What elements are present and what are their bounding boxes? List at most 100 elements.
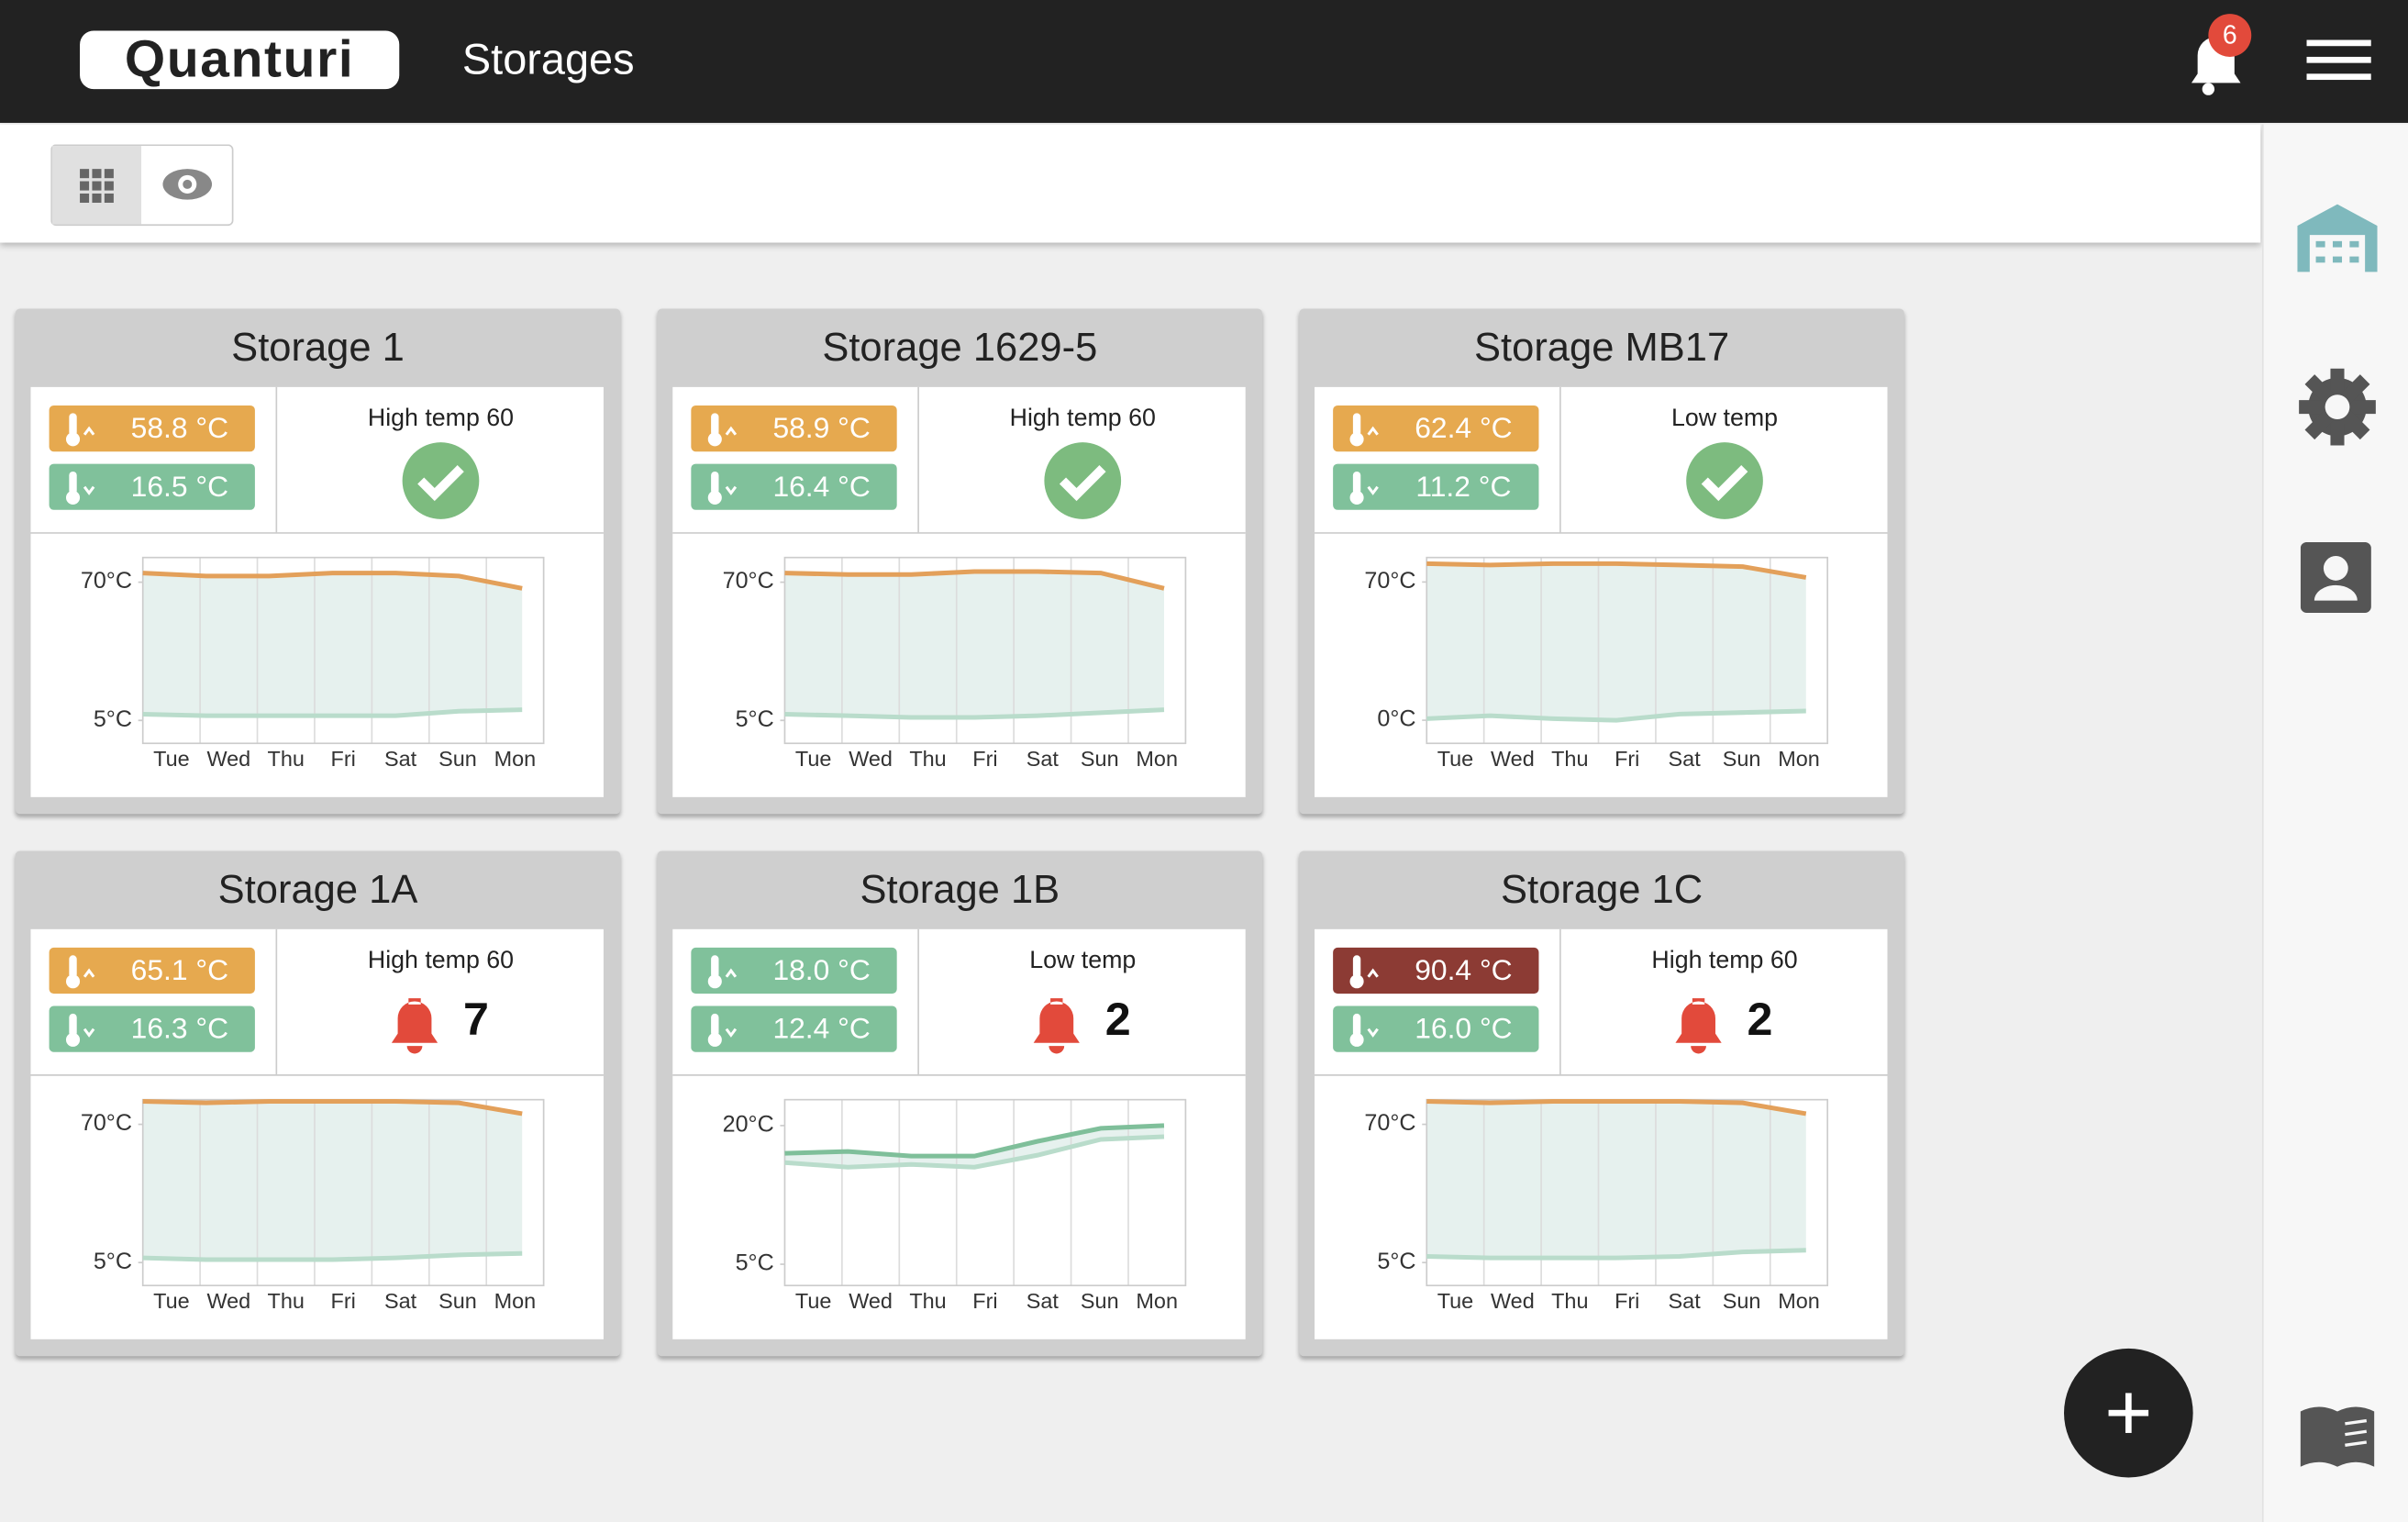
x-tick-label: Fri	[1615, 747, 1639, 771]
x-tick-label: Sat	[384, 747, 417, 771]
temp-line	[784, 707, 1165, 720]
plot-frame	[783, 1098, 1187, 1287]
docs-icon[interactable]	[2297, 1402, 2377, 1470]
x-tick-label: Sun	[1723, 1289, 1761, 1313]
thermo-bulb	[707, 974, 722, 989]
storage-name: Storage 1629-5	[822, 326, 1097, 370]
x-tick-label: Thu	[909, 747, 946, 771]
x-tick-label: Tue	[153, 1289, 190, 1313]
x-tick-label: Sat	[1669, 747, 1702, 771]
y-tick-label: 70°C	[81, 568, 132, 594]
check-mark	[1701, 465, 1748, 502]
thermo-bulb	[707, 1032, 722, 1047]
notification-bell[interactable]: 6	[2173, 9, 2265, 101]
max-temp: 62.4 °C	[1415, 411, 1512, 444]
max-temp: 90.4 °C	[1415, 953, 1512, 986]
x-tick-label: Thu	[909, 1289, 946, 1313]
temp-line	[784, 569, 1165, 591]
settings-icon[interactable]	[2297, 367, 2377, 447]
temp-line	[1426, 1248, 1806, 1261]
thermo-icon	[711, 1013, 719, 1038]
top-bar: Quanturi Storages 6	[0, 0, 2408, 123]
x-tick-label: Thu	[1551, 747, 1588, 771]
temp-line	[784, 1123, 1165, 1159]
x-tick-label: Tue	[153, 747, 190, 771]
temp-line	[142, 1099, 523, 1117]
storage-card[interactable]: Storage 1C 90.4 °C 16.0 °C High temp 60 2 Tue…	[1299, 850, 1904, 1357]
storage-name: Storage MB17	[1474, 326, 1729, 370]
x-tick-label: Wed	[206, 747, 250, 771]
profile-icon[interactable]	[2300, 541, 2374, 616]
max-temp-badge	[1333, 947, 1539, 994]
check-mark	[417, 465, 464, 502]
x-tick-label: Tue	[795, 1289, 832, 1313]
card-content: Storage 1629-5 58.9 °C 16.4 °C High temp 60…	[672, 326, 1246, 797]
storage-card[interactable]: Storage 1629-5 58.9 °C 16.4 °C High temp 60…	[657, 308, 1263, 815]
storage-name: Storage 1A	[218, 868, 418, 912]
x-tick-label: Mon	[1778, 747, 1820, 771]
ok-icon	[402, 442, 480, 519]
y-tick-label: 20°C	[723, 1112, 774, 1138]
max-temp-badge	[49, 405, 255, 452]
status-label: High temp 60	[368, 404, 514, 431]
x-tick-label: Mon	[1136, 1289, 1178, 1313]
plot-frame	[141, 556, 545, 745]
trend-arrow	[725, 1028, 738, 1038]
max-temp: 58.8 °C	[131, 411, 228, 444]
card-content: Storage 1B 18.0 °C 12.4 °C Low temp 2 Tue Wed T…	[672, 868, 1246, 1339]
x-tick-label: Fri	[331, 1289, 356, 1313]
temp-line	[1426, 1099, 1807, 1117]
x-tick-label: Sat	[1026, 1289, 1060, 1313]
x-tick-label: Tue	[795, 747, 832, 771]
trend-arrow	[83, 968, 95, 978]
ok-icon	[1686, 442, 1763, 519]
toolbar	[0, 124, 2261, 243]
temp-line	[142, 571, 523, 591]
add-button[interactable]	[2062, 1347, 2197, 1482]
storage-card[interactable]: Storage MB17 62.4 °C 11.2 °C Low temp Tue Wed…	[1299, 308, 1904, 815]
thermo-icon	[69, 1013, 77, 1038]
brand-logo[interactable]: Quanturi	[80, 30, 400, 90]
min-temp: 11.2 °C	[1415, 470, 1511, 503]
x-tick-label: Fri	[972, 1289, 997, 1313]
temp-line	[784, 1134, 1165, 1170]
alert-bell	[1033, 998, 1080, 1054]
max-temp: 18.0 °C	[772, 953, 870, 986]
min-temp-badge	[1333, 1005, 1539, 1052]
x-tick-label: Sat	[384, 1289, 417, 1313]
x-tick-label: Sun	[1081, 1289, 1119, 1313]
x-tick-label: Wed	[1491, 747, 1535, 771]
y-tick-label: 5°C	[94, 1249, 132, 1274]
x-tick-label: Wed	[849, 1289, 893, 1313]
view-toggle[interactable]	[50, 144, 235, 227]
temp-line	[142, 707, 523, 718]
min-temp-badge	[1333, 463, 1539, 510]
thermo-icon	[711, 471, 719, 495]
thermo-bulb	[707, 432, 722, 447]
warehouse-icon[interactable]	[2294, 201, 2380, 278]
alert-bell	[1675, 998, 1722, 1054]
temp-line	[1426, 561, 1807, 580]
storage-card[interactable]: Storage 1A 65.1 °C 16.3 °C High temp 60 7 Tue…	[15, 850, 621, 1357]
storage-card[interactable]: Storage 1B 18.0 °C 12.4 °C Low temp 2 Tue Wed T…	[657, 850, 1263, 1357]
status-label: Low temp	[1029, 946, 1136, 973]
x-tick-label: Tue	[1437, 747, 1474, 771]
min-temp: 16.3 °C	[131, 1012, 228, 1045]
trend-arrow	[725, 426, 738, 436]
status-label: High temp 60	[368, 946, 514, 973]
page-title: Storages	[461, 35, 635, 83]
trend-arrow	[1367, 485, 1379, 495]
min-temp-badge	[691, 463, 897, 510]
thermo-bulb	[65, 1032, 81, 1047]
storage-card[interactable]: Storage 1 58.8 °C 16.5 °C High temp 60 Tue We…	[15, 308, 621, 815]
check-mark	[1059, 465, 1106, 502]
trend-arrow	[725, 968, 738, 978]
alert-count: 2	[1748, 994, 1773, 1045]
menu-button[interactable]	[2306, 37, 2371, 83]
card-content: Storage 1 58.8 °C 16.5 °C High temp 60 Tue We…	[30, 326, 604, 797]
thermo-icon	[1352, 955, 1361, 979]
storage-name: Storage 1B	[860, 868, 1060, 912]
alert-count: 7	[463, 994, 489, 1045]
x-tick-label: Sat	[1669, 1289, 1702, 1313]
